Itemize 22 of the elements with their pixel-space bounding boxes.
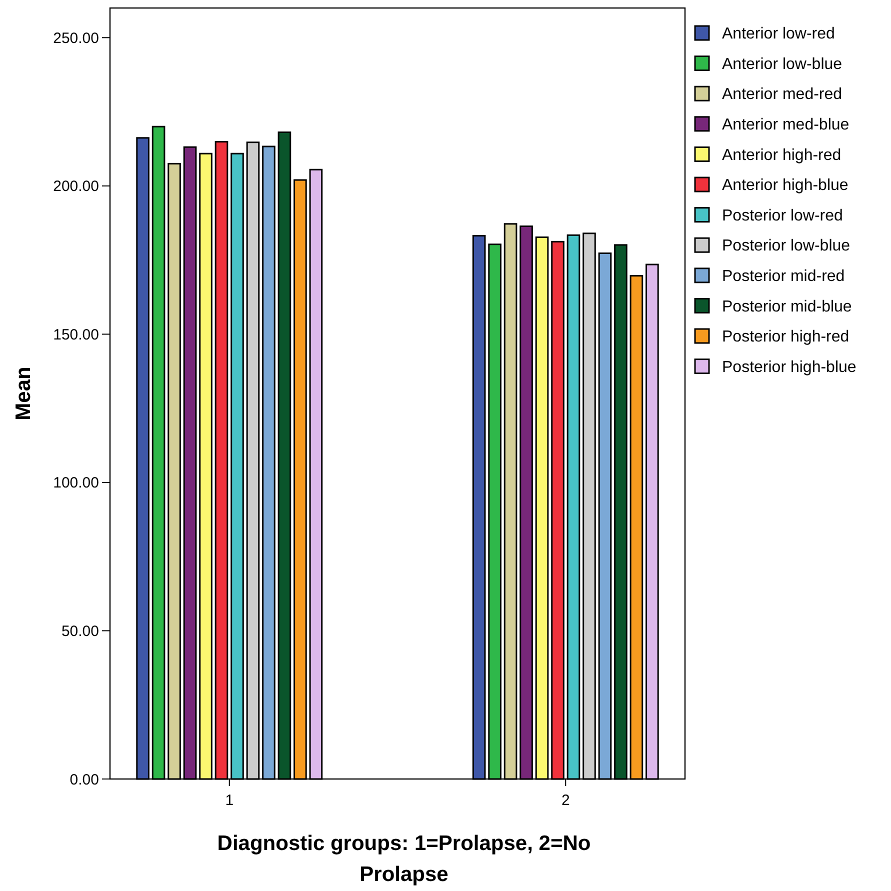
legend-label: Posterior high-red bbox=[722, 328, 850, 346]
x-tick-label: 2 bbox=[561, 792, 570, 809]
legend-label: Anterior high-blue bbox=[722, 177, 848, 194]
legend-label: Anterior low-blue bbox=[722, 56, 842, 73]
x-axis-title: Diagnostic groups: 1=Prolapse, 2=No Prolapse bbox=[217, 832, 591, 886]
y-tick-label: 150.00 bbox=[53, 326, 99, 344]
y-tick-label: 200.00 bbox=[53, 178, 99, 196]
legend-label: Posterior mid-blue bbox=[722, 298, 852, 316]
legend-label: Posterior low-red bbox=[722, 207, 843, 224]
y-axis-title: Mean bbox=[12, 366, 35, 420]
legend-label: Posterior low-blue bbox=[722, 238, 850, 255]
legend-label: Posterior mid-red bbox=[722, 268, 845, 285]
legend-label: Anterior med-red bbox=[722, 86, 842, 104]
y-tick-label: 100.00 bbox=[53, 474, 99, 492]
legend-label: Anterior low-red bbox=[722, 26, 835, 43]
y-tick-label: 250.00 bbox=[53, 30, 99, 47]
legend-label: Posterior high-blue bbox=[722, 358, 856, 376]
y-tick-label: 0.00 bbox=[70, 771, 99, 788]
legend-label: Anterior high-red bbox=[722, 146, 842, 164]
y-tick-label: 50.00 bbox=[61, 622, 99, 640]
x-tick-label: 1 bbox=[225, 792, 234, 809]
legend-label: Anterior med-blue bbox=[722, 116, 850, 134]
